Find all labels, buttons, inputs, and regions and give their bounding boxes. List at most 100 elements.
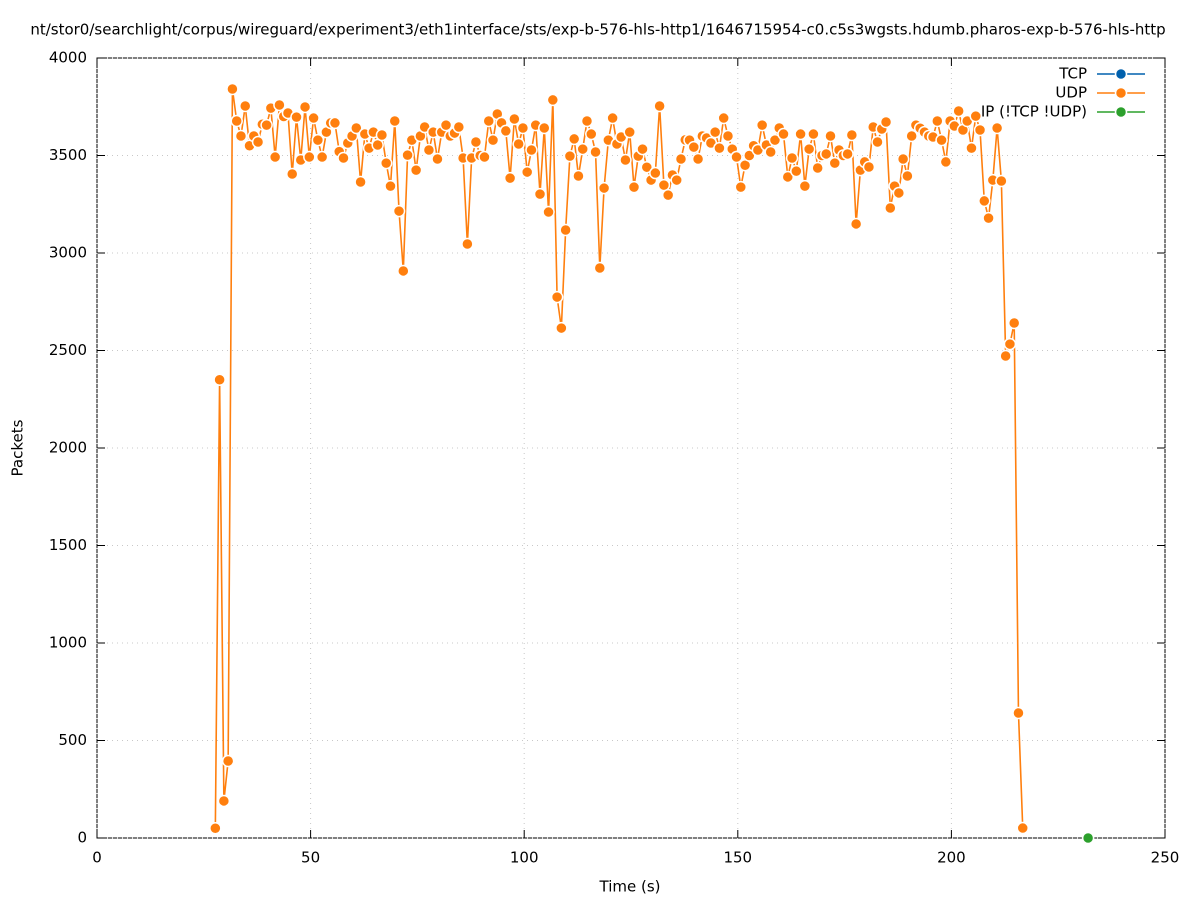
data-point — [807, 127, 820, 141]
x-axis-label: Time (s) — [599, 878, 661, 896]
data-point — [777, 127, 790, 141]
data-point — [559, 223, 572, 237]
data-point — [538, 121, 551, 135]
data-point — [982, 211, 995, 225]
y-tick-label: 0 — [77, 829, 87, 847]
data-point — [550, 290, 564, 304]
data-point — [824, 129, 837, 143]
data-point — [1007, 316, 1021, 330]
legend-label: TCP — [1058, 65, 1087, 83]
data-point — [990, 121, 1004, 135]
data-point — [606, 111, 619, 125]
data-point — [469, 135, 483, 149]
data-point — [503, 171, 517, 185]
data-point — [486, 133, 500, 147]
data-point — [217, 794, 231, 808]
data-point — [452, 120, 466, 134]
data-point — [661, 188, 675, 202]
data-point — [670, 173, 683, 187]
data-point — [290, 110, 303, 124]
data-point — [1081, 831, 1095, 845]
data-point — [422, 143, 436, 157]
data-point — [623, 125, 636, 139]
x-tick-label: 250 — [1151, 849, 1180, 867]
data-point — [388, 114, 402, 128]
data-point — [802, 142, 816, 156]
data-point — [251, 135, 265, 149]
data-point — [585, 127, 598, 141]
data-point — [392, 204, 406, 218]
data-point — [879, 115, 893, 129]
data-point — [905, 129, 918, 143]
data-point — [209, 822, 222, 835]
data-point — [640, 160, 654, 174]
data-point — [350, 121, 363, 135]
data-point — [499, 124, 513, 138]
data-point — [862, 160, 876, 174]
data-point — [315, 150, 329, 164]
data-point — [555, 321, 568, 335]
y-tick-label: 4000 — [49, 49, 87, 67]
data-point — [230, 114, 243, 128]
legend-marker — [1114, 105, 1128, 119]
data-point — [952, 104, 965, 118]
data-point — [901, 169, 914, 183]
data-point — [636, 142, 649, 156]
chart-title: nt/stor0/searchlight/corpus/wireguard/ex… — [30, 21, 1165, 39]
data-point — [995, 174, 1008, 188]
data-point — [828, 156, 842, 170]
data-point — [516, 121, 530, 135]
data-point — [892, 186, 906, 200]
y-tick-label: 3000 — [49, 244, 87, 262]
data-point — [508, 112, 521, 126]
data-point — [273, 98, 286, 112]
data-point — [653, 99, 666, 113]
data-point — [563, 149, 577, 163]
data-point — [819, 147, 833, 161]
x-tick-label: 150 — [723, 849, 752, 867]
data-point — [572, 169, 585, 183]
data-point — [730, 150, 743, 164]
x-tick-label: 200 — [937, 849, 966, 867]
data-point — [1003, 337, 1017, 351]
y-tick-label: 2000 — [49, 439, 87, 457]
data-point — [482, 114, 495, 128]
data-point — [260, 118, 273, 132]
data-point — [439, 118, 453, 132]
data-point — [931, 114, 944, 128]
data-point — [884, 201, 897, 215]
data-point — [999, 349, 1012, 363]
data-point — [431, 152, 444, 166]
data-point — [311, 133, 325, 147]
data-point — [935, 133, 948, 147]
data-point — [567, 132, 581, 146]
data-point — [589, 145, 602, 159]
data-point — [674, 152, 688, 166]
data-point — [303, 150, 316, 164]
data-point — [337, 151, 350, 165]
data-point — [409, 163, 423, 177]
data-point — [619, 153, 632, 167]
data-point — [845, 128, 859, 142]
series-line — [214, 88, 1024, 829]
data-point — [593, 261, 607, 275]
data-point — [213, 373, 226, 386]
data-point — [734, 180, 748, 194]
y-tick-label: 3500 — [49, 146, 87, 164]
data-point — [764, 145, 777, 159]
data-point — [520, 165, 534, 179]
x-tick-label: 50 — [301, 849, 320, 867]
data-point — [533, 187, 547, 201]
data-point — [580, 114, 594, 128]
data-point — [811, 161, 824, 175]
data-point — [307, 111, 320, 125]
y-tick-label: 500 — [58, 731, 87, 749]
y-tick-label: 1500 — [49, 536, 87, 554]
data-point — [576, 142, 589, 156]
y-tick-label: 1000 — [49, 634, 87, 652]
data-point — [939, 155, 953, 169]
data-point — [965, 141, 978, 155]
data-point — [285, 167, 299, 181]
data-point — [397, 264, 410, 278]
x-tick-label: 0 — [92, 849, 102, 867]
